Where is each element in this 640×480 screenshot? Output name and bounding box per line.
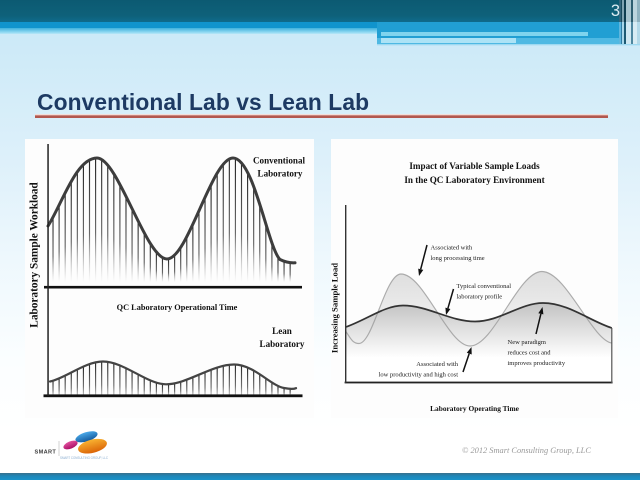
svg-text:Laboratory Sample Workload: Laboratory Sample Workload (29, 182, 41, 328)
svg-text:improves productivity: improves productivity (508, 360, 566, 367)
svg-text:New paradigm: New paradigm (508, 339, 546, 346)
svg-text:laboratory profile: laboratory profile (457, 294, 503, 301)
svg-text:Impact of Variable Sample Load: Impact of Variable Sample Loads (409, 161, 540, 171)
svg-text:Conventional: Conventional (253, 156, 306, 166)
svg-text:low productivity and high cost: low productivity and high cost (379, 372, 459, 379)
svg-text:Increasing Sample Load: Increasing Sample Load (330, 263, 340, 353)
svg-text:long processing time: long processing time (431, 255, 485, 262)
svg-text:Laboratory Operating Time: Laboratory Operating Time (430, 404, 520, 413)
svg-text:Associated with: Associated with (431, 245, 473, 252)
svg-text:Laboratory: Laboratory (258, 169, 303, 179)
svg-text:Laboratory: Laboratory (260, 339, 305, 349)
svg-text:SMART CONSULTING GROUP, LLC: SMART CONSULTING GROUP, LLC (60, 456, 109, 460)
svg-text:Associated with: Associated with (416, 361, 458, 368)
svg-text:Lean: Lean (272, 326, 292, 336)
svg-text:Typical conventional: Typical conventional (457, 283, 512, 290)
svg-text:QC Laboratory Operational Time: QC Laboratory Operational Time (117, 303, 238, 312)
svg-text:reduces cost and: reduces cost and (508, 350, 552, 357)
svg-text:In the QC Laboratory Environme: In the QC Laboratory Environment (404, 175, 544, 185)
svg-text:SMART: SMART (35, 450, 57, 456)
